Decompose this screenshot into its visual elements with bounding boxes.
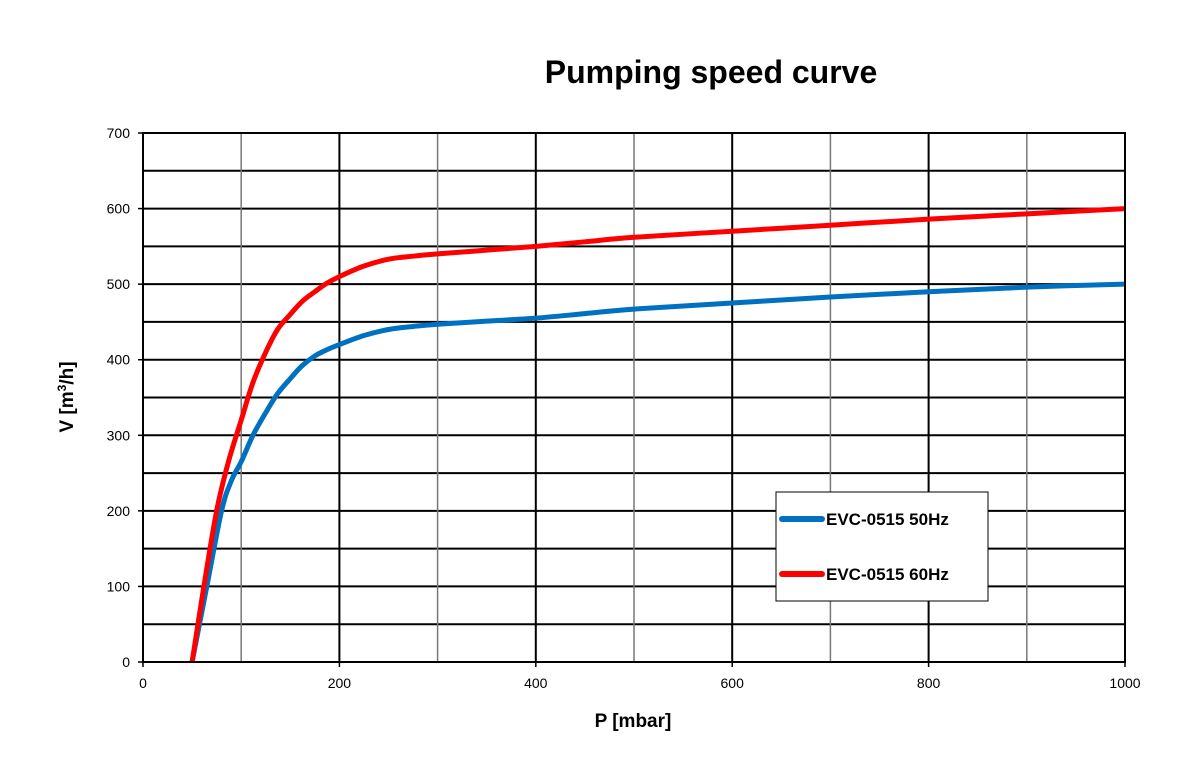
y-tick-label: 200 xyxy=(107,503,131,519)
y-tick-label: 300 xyxy=(107,427,131,443)
legend-label-50hz: EVC-0515 50Hz xyxy=(826,510,949,529)
y-axis-label-tail: /h] xyxy=(57,361,78,384)
axes xyxy=(138,132,1126,667)
chart-title: Pumping speed curve xyxy=(545,54,878,90)
plot-border xyxy=(142,132,1126,663)
x-axis-label: P [mbar] xyxy=(595,711,672,732)
legend-label-60hz: EVC-0515 60Hz xyxy=(826,565,949,584)
y-tick-label: 500 xyxy=(107,276,131,292)
y-axis-label-sup: 3 xyxy=(55,384,69,391)
series-line-evc-0515-50hz xyxy=(189,281,1126,663)
legend-box xyxy=(775,491,989,602)
series-group xyxy=(189,206,1126,663)
y-tick-label: 0 xyxy=(122,654,130,670)
x-tick-labels: 0 200 400 600 800 1000 xyxy=(139,675,1141,691)
x-tick-label: 1000 xyxy=(1109,675,1140,691)
x-tick-label: 600 xyxy=(721,675,745,691)
y-tick-label: 600 xyxy=(107,201,131,217)
x-tick-label: 200 xyxy=(328,675,352,691)
y-axis-label-main: V [m xyxy=(57,391,78,432)
grid xyxy=(143,133,1125,662)
series-line-evc-0515-60hz xyxy=(189,206,1126,663)
y-tick-labels: 0 100 200 300 400 500 600 700 xyxy=(107,125,131,670)
legend: EVC-0515 50Hz EVC-0515 60Hz xyxy=(775,491,989,602)
y-tick-label: 400 xyxy=(107,352,131,368)
y-tick-label: 100 xyxy=(107,578,131,594)
y-tick-label: 700 xyxy=(107,125,131,141)
x-tick-label: 0 xyxy=(139,675,147,691)
y-axis-label: V [m3/h] xyxy=(55,361,78,432)
x-tick-label: 400 xyxy=(524,675,548,691)
x-tick-label: 800 xyxy=(917,675,941,691)
